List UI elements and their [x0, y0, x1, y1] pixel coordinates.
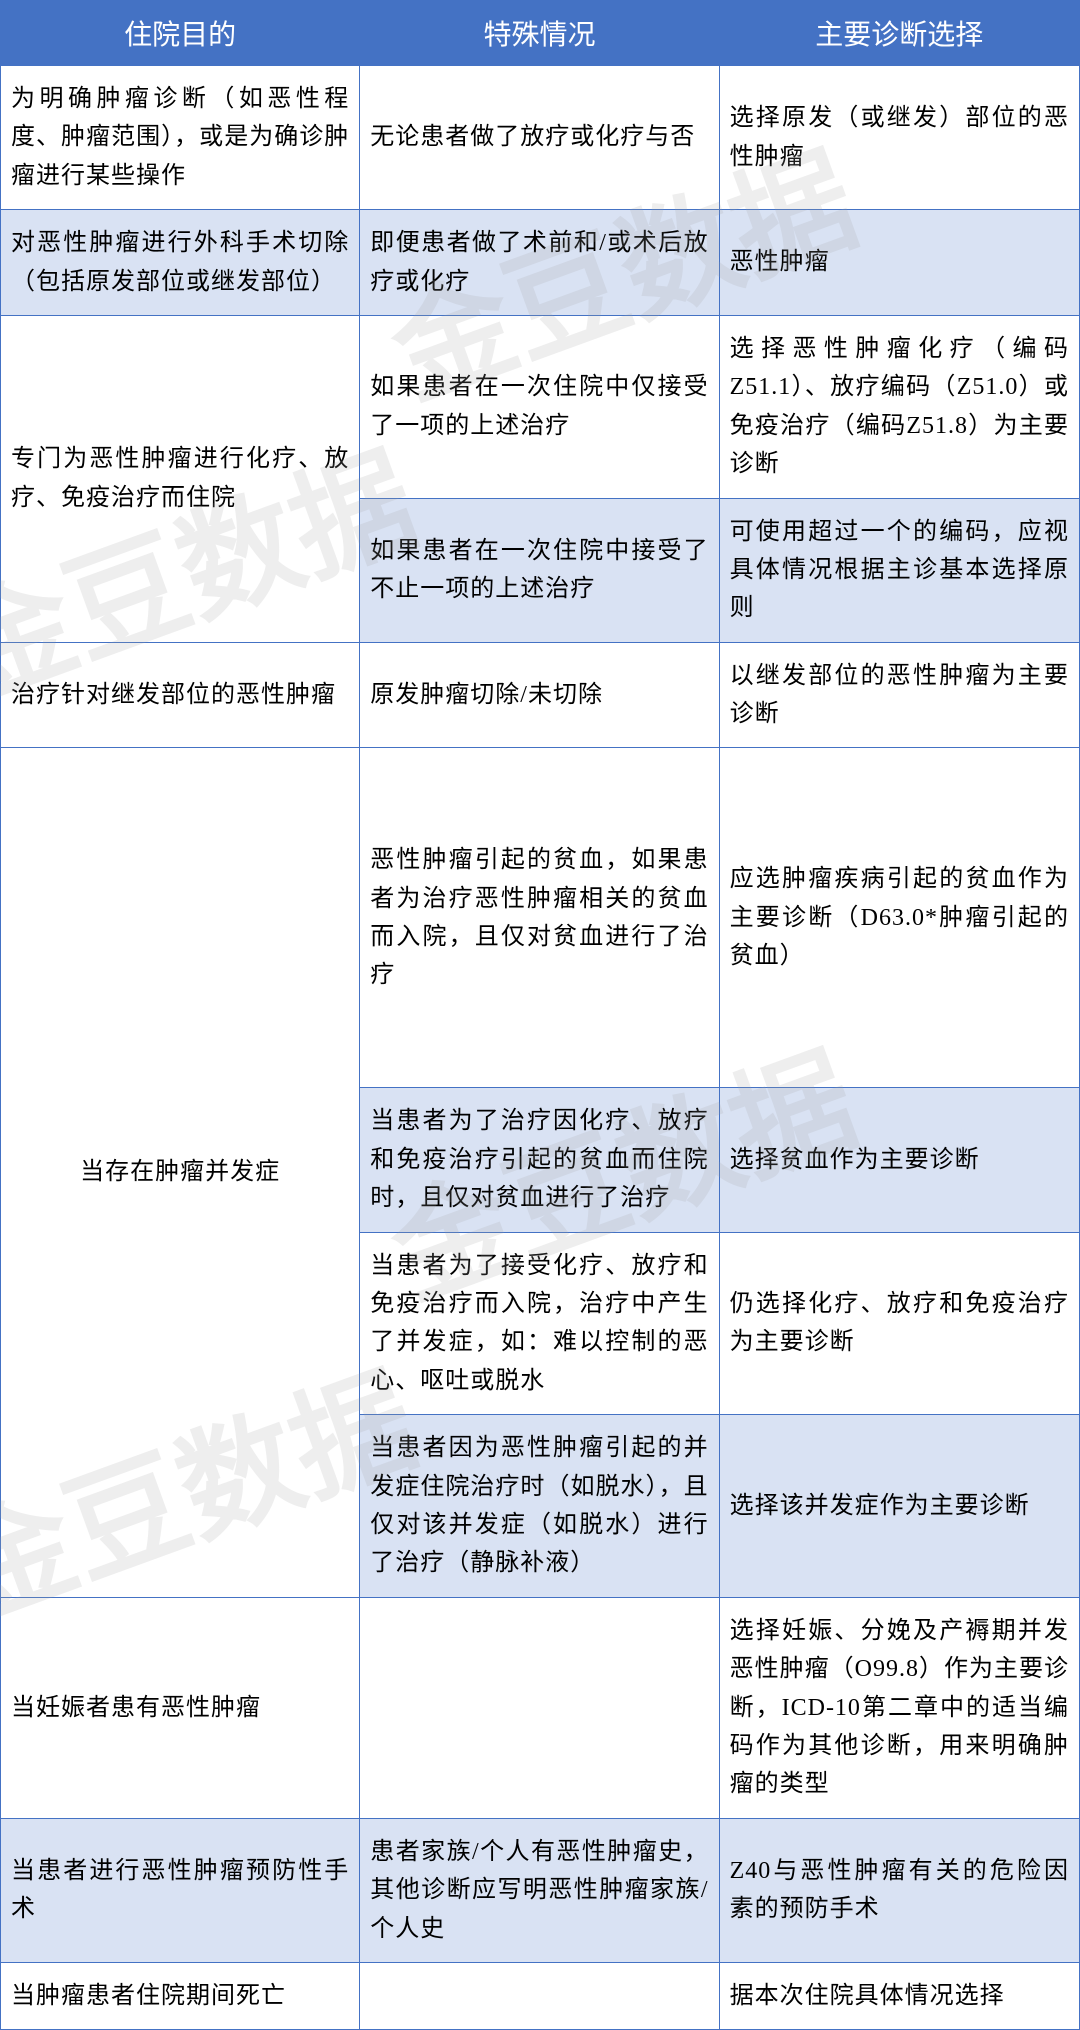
cell-purpose: 对恶性肿瘤进行外科手术切除（包括原发部位或继发部位）: [1, 210, 360, 316]
cell-special: 即便患者做了术前和/或术后放疗或化疗: [360, 210, 719, 316]
cell-diagnosis: 选择原发（或继发）部位的恶性肿瘤: [719, 66, 1079, 210]
table-row: 专门为恶性肿瘤进行化疗、放疗、免疫治疗而住院 如果患者在一次住院中仅接受了一项的…: [1, 315, 1080, 498]
cell-purpose: 专门为恶性肿瘤进行化疗、放疗、免疫治疗而住院: [1, 315, 360, 642]
table-row: 对恶性肿瘤进行外科手术切除（包括原发部位或继发部位） 即便患者做了术前和/或术后…: [1, 210, 1080, 316]
cell-diagnosis: 可使用超过一个的编码，应视具体情况根据主诊基本选择原则: [719, 498, 1079, 642]
table-row: 当存在肿瘤并发症 恶性肿瘤引起的贫血，如果患者为治疗恶性肿瘤相关的贫血而入院，且…: [1, 748, 1080, 1088]
cell-diagnosis: 应选肿瘤疾病引起的贫血作为主要诊断（D63.0*肿瘤引起的贫血）: [719, 748, 1079, 1088]
cell-special: 恶性肿瘤引起的贫血，如果患者为治疗恶性肿瘤相关的贫血而入院，且仅对贫血进行了治疗: [360, 748, 719, 1088]
table-row: 当妊娠者患有恶性肿瘤 选择妊娠、分娩及产褥期并发恶性肿瘤（O99.8）作为主要诊…: [1, 1597, 1080, 1818]
cell-purpose: 当存在肿瘤并发症: [1, 748, 360, 1597]
cell-diagnosis: 据本次住院具体情况选择: [719, 1962, 1079, 2029]
cell-diagnosis: 以继发部位的恶性肿瘤为主要诊断: [719, 642, 1079, 748]
cell-special: 当患者为了接受化疗、放疗和免疫治疗而入院，治疗中产生了并发症，如：难以控制的恶心…: [360, 1232, 719, 1415]
cell-diagnosis: 恶性肿瘤: [719, 210, 1079, 316]
table-row: 当患者进行恶性肿瘤预防性手术 患者家族/个人有恶性肿瘤史，其他诊断应写明恶性肿瘤…: [1, 1818, 1080, 1962]
cell-purpose: 治疗针对继发部位的恶性肿瘤: [1, 642, 360, 748]
cell-special: [360, 1962, 719, 2029]
cell-special: 无论患者做了放疗或化疗与否: [360, 66, 719, 210]
table-row: 治疗针对继发部位的恶性肿瘤 原发肿瘤切除/未切除 以继发部位的恶性肿瘤为主要诊断: [1, 642, 1080, 748]
header-row: 住院目的 特殊情况 主要诊断选择: [1, 1, 1080, 66]
cell-special: 原发肿瘤切除/未切除: [360, 642, 719, 748]
cell-special: 当患者因为恶性肿瘤引起的并发症住院治疗时（如脱水），且仅对该并发症（如脱水）进行…: [360, 1415, 719, 1598]
diagnosis-table: 住院目的 特殊情况 主要诊断选择 为明确肿瘤诊断（如恶性程度、肿瘤范围），或是为…: [0, 0, 1080, 2030]
cell-diagnosis: Z40与恶性肿瘤有关的危险因素的预防手术: [719, 1818, 1079, 1962]
cell-diagnosis: 选择该并发症作为主要诊断: [719, 1415, 1079, 1598]
table-row: 当肿瘤患者住院期间死亡 据本次住院具体情况选择: [1, 1962, 1080, 2029]
cell-purpose: 当妊娠者患有恶性肿瘤: [1, 1597, 360, 1818]
table-row: 为明确肿瘤诊断（如恶性程度、肿瘤范围），或是为确诊肿瘤进行某些操作 无论患者做了…: [1, 66, 1080, 210]
cell-purpose: 当肿瘤患者住院期间死亡: [1, 1962, 360, 2029]
cell-diagnosis: 选择妊娠、分娩及产褥期并发恶性肿瘤（O99.8）作为主要诊断，ICD-10第二章…: [719, 1597, 1079, 1818]
header-diagnosis: 主要诊断选择: [719, 1, 1079, 66]
cell-diagnosis: 选择恶性肿瘤化疗（编码Z51.1）、放疗编码（Z51.0）或免疫治疗（编码Z51…: [719, 315, 1079, 498]
cell-special: 当患者为了治疗因化疗、放疗和免疫治疗引起的贫血而住院时，且仅对贫血进行了治疗: [360, 1088, 719, 1232]
cell-special: 如果患者在一次住院中仅接受了一项的上述治疗: [360, 315, 719, 498]
cell-purpose: 当患者进行恶性肿瘤预防性手术: [1, 1818, 360, 1962]
cell-special: [360, 1597, 719, 1818]
header-purpose: 住院目的: [1, 1, 360, 66]
cell-special: 患者家族/个人有恶性肿瘤史，其他诊断应写明恶性肿瘤家族/个人史: [360, 1818, 719, 1962]
cell-diagnosis: 仍选择化疗、放疗和免疫治疗为主要诊断: [719, 1232, 1079, 1415]
header-special: 特殊情况: [360, 1, 719, 66]
cell-purpose: 为明确肿瘤诊断（如恶性程度、肿瘤范围），或是为确诊肿瘤进行某些操作: [1, 66, 360, 210]
cell-diagnosis: 选择贫血作为主要诊断: [719, 1088, 1079, 1232]
table-container: 金豆数据 金豆数据 金豆数据 金豆数据 住院目的 特殊情况 主要诊断选择 为明确…: [0, 0, 1080, 2030]
cell-special: 如果患者在一次住院中接受了不止一项的上述治疗: [360, 498, 719, 642]
